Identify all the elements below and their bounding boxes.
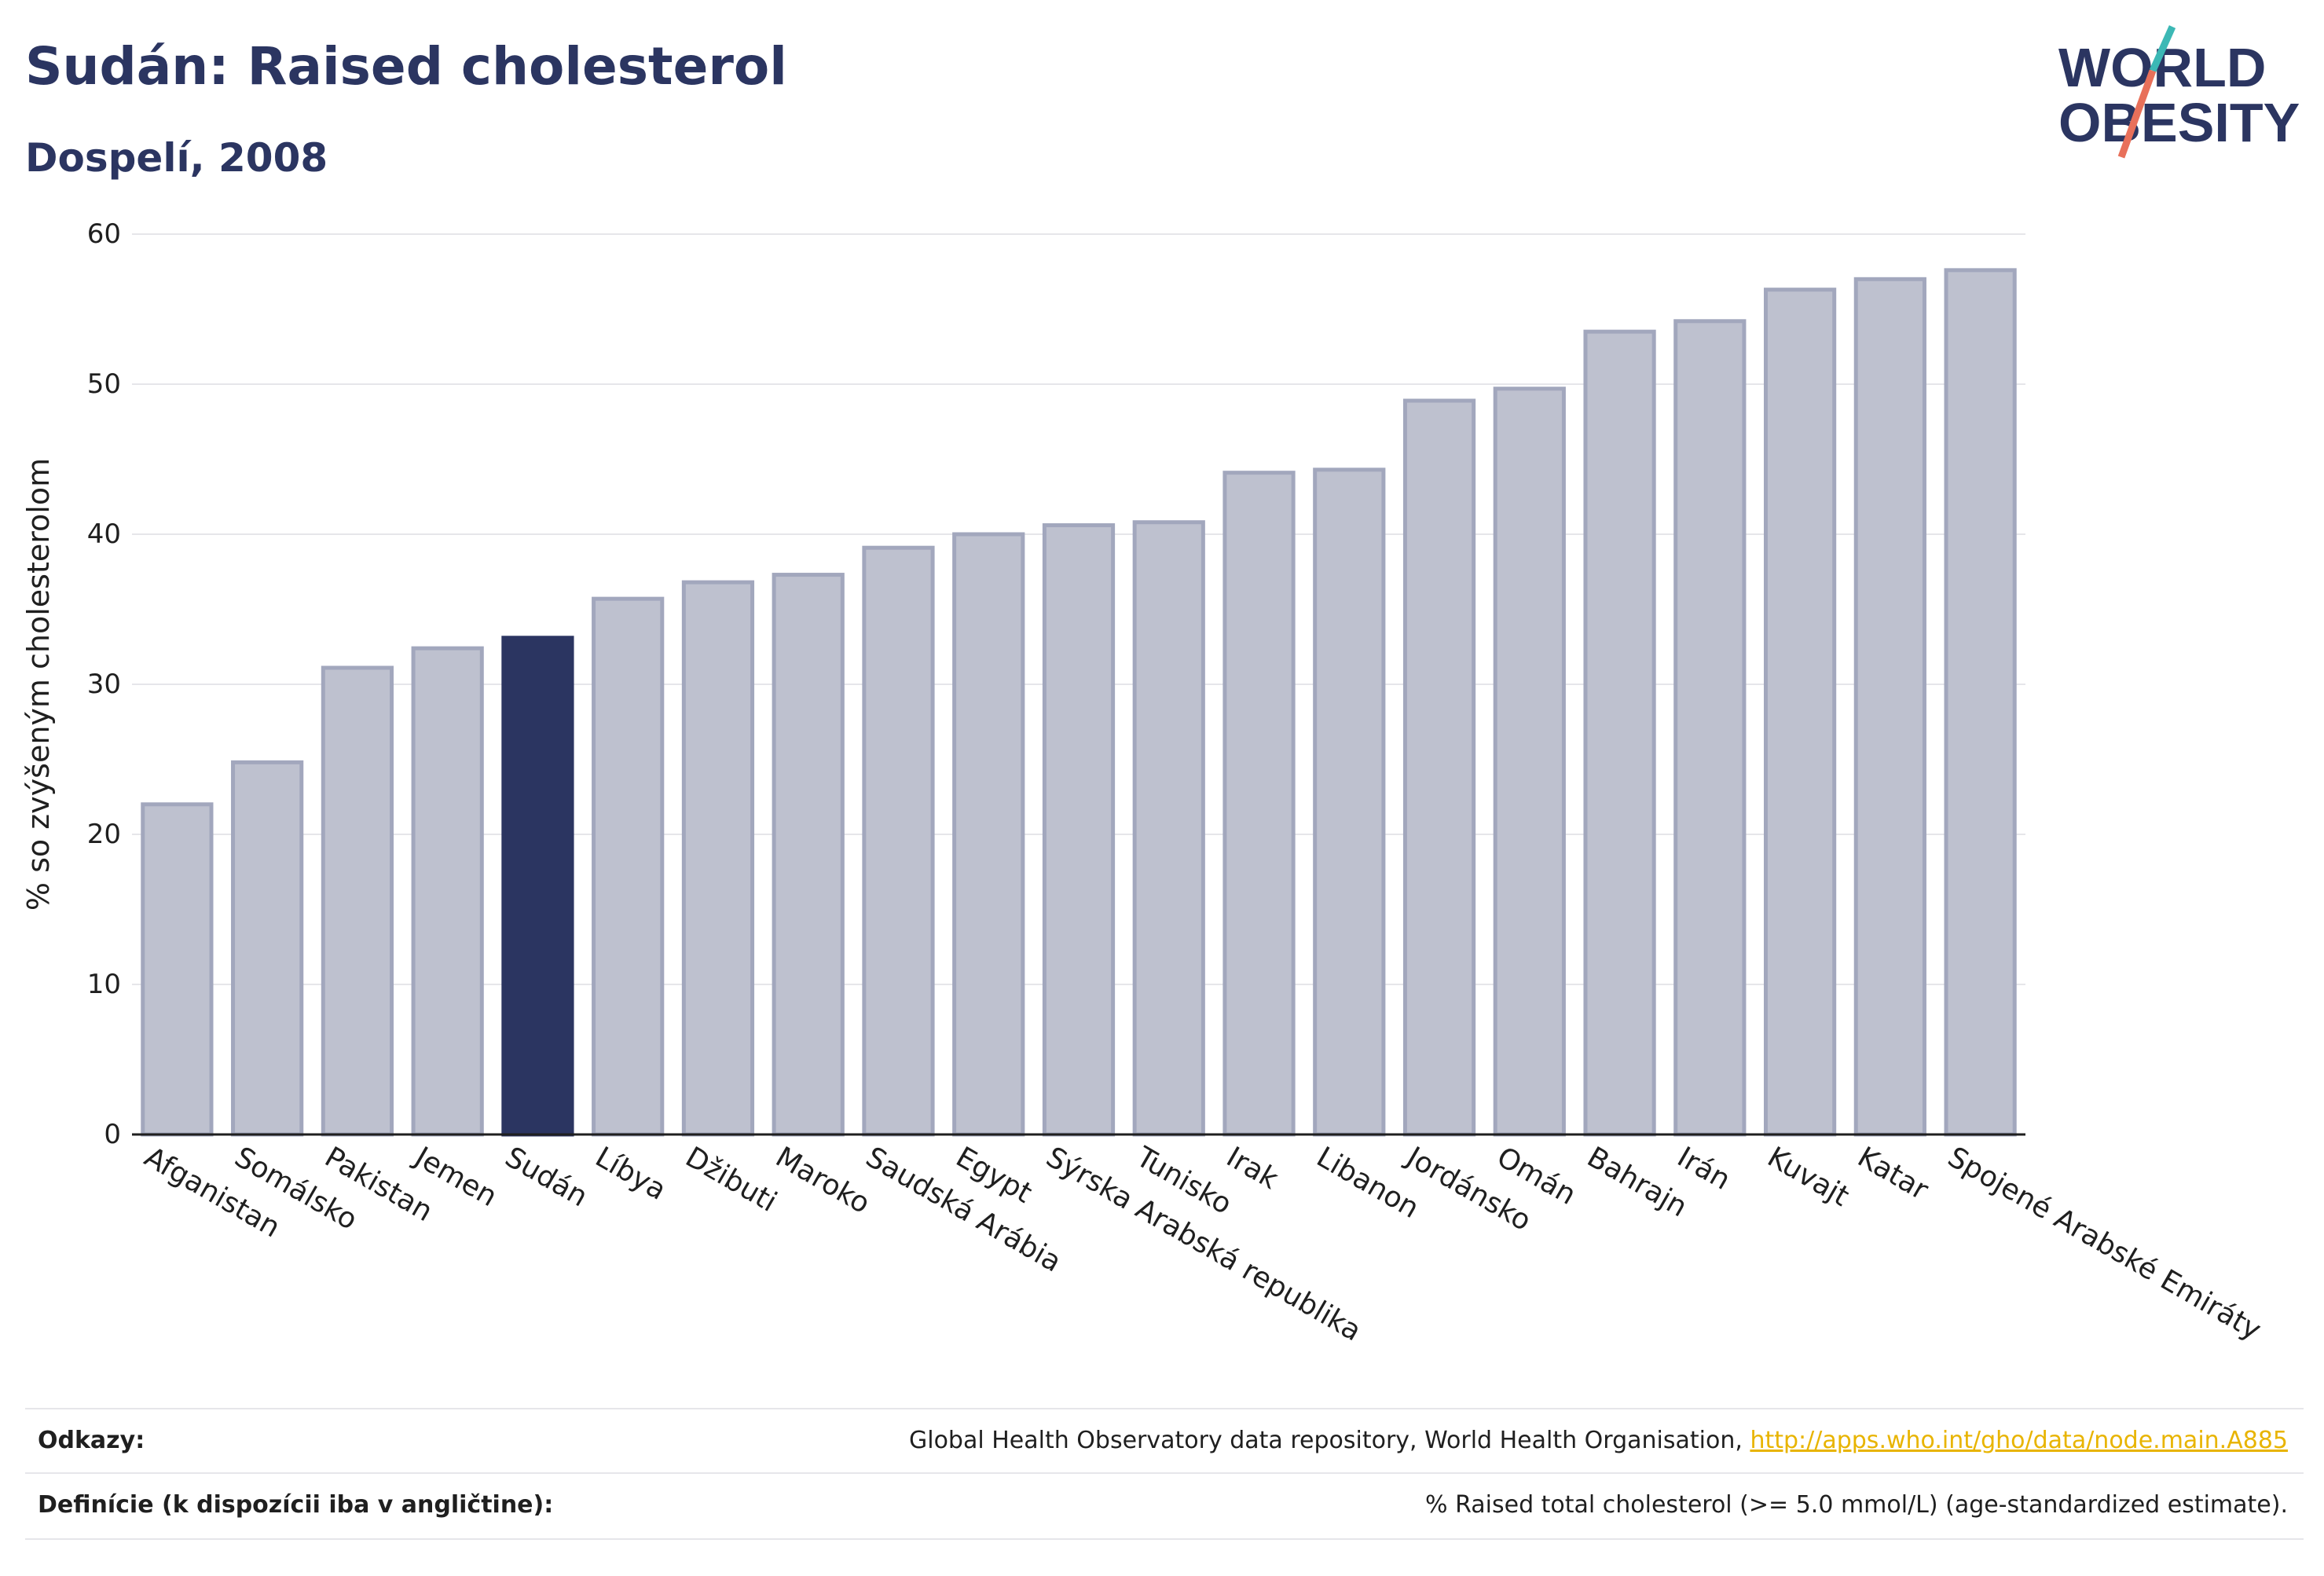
bar	[1313, 467, 1386, 1137]
bar	[1583, 329, 1656, 1137]
x-tick-label: Maroko	[770, 1141, 875, 1220]
references-link[interactable]: http://apps.who.int/gho/data/node.main.A…	[1750, 1427, 2288, 1454]
bar	[862, 545, 935, 1137]
bar	[952, 532, 1025, 1137]
logo-slash-teal	[2149, 25, 2176, 72]
references-label: Odkazy:	[38, 1427, 145, 1454]
bar	[772, 573, 845, 1137]
footer-divider	[25, 1538, 2304, 1540]
y-tick-label: 20	[87, 819, 121, 850]
y-tick-label: 60	[87, 218, 121, 250]
bar-highlight	[501, 636, 574, 1137]
x-tick-label: Džibuti	[680, 1141, 782, 1219]
x-tick-label: Kuvajt	[1762, 1141, 1855, 1213]
bar	[321, 665, 394, 1137]
references-value: Global Health Observatory data repositor…	[909, 1427, 2288, 1454]
page-title: Sudán: Raised cholesterol	[25, 36, 787, 97]
bar	[1042, 523, 1116, 1137]
y-axis-title: % so zvýšeným cholesterolom	[21, 458, 56, 911]
bar	[1673, 319, 1747, 1137]
y-tick-label: 40	[87, 519, 121, 550]
x-tick-label: Irak	[1221, 1141, 1284, 1196]
y-tick-label: 10	[87, 969, 121, 1000]
definitions-label: Definície (k dispozícii iba v angličtine…	[38, 1491, 554, 1519]
references-text: Global Health Observatory data repositor…	[909, 1427, 1743, 1454]
bar	[1402, 398, 1476, 1137]
y-tick-label: 50	[87, 368, 121, 400]
bar	[1132, 520, 1205, 1137]
page-subtitle: Dospelí, 2008	[25, 135, 328, 181]
x-tick-label: Spojené Arabské Emiráty	[1942, 1141, 2266, 1347]
definitions-row: Definície (k dispozícii iba v angličtine…	[25, 1472, 2304, 1537]
x-tick-label: Líbya	[590, 1141, 672, 1207]
bar	[1763, 288, 1837, 1137]
bar	[1222, 471, 1296, 1137]
logo-slash-coral	[2117, 69, 2157, 159]
bar	[592, 596, 665, 1137]
bar	[231, 760, 304, 1137]
y-tick-label: 0	[104, 1119, 121, 1150]
bar	[411, 646, 484, 1137]
x-tick-label: Katar	[1852, 1141, 1934, 1207]
logo-line2: OBESITY	[2058, 92, 2300, 153]
bar-chart: 0102030405060AfganistanSomálskoPakistanJ…	[21, 218, 2267, 1347]
definitions-value: % Raised total cholesterol (>= 5.0 mmol/…	[1425, 1491, 2288, 1519]
x-tick-label: Sudán	[500, 1141, 593, 1213]
bar	[141, 802, 214, 1137]
x-tick-label: Libanon	[1311, 1141, 1424, 1225]
x-tick-label: Bahrajn	[1582, 1141, 1692, 1223]
bar	[1853, 277, 1926, 1137]
world-obesity-logo[interactable]: WORLD OBESITY	[2043, 24, 2310, 173]
x-tick-label: Irán	[1672, 1141, 1736, 1197]
bar	[681, 580, 755, 1137]
references-row: Odkazy: Global Health Observatory data r…	[25, 1408, 2304, 1472]
bar-layer	[141, 268, 2017, 1137]
y-tick-label: 30	[87, 669, 121, 700]
bar	[1944, 268, 2017, 1137]
bar	[1493, 387, 1566, 1137]
